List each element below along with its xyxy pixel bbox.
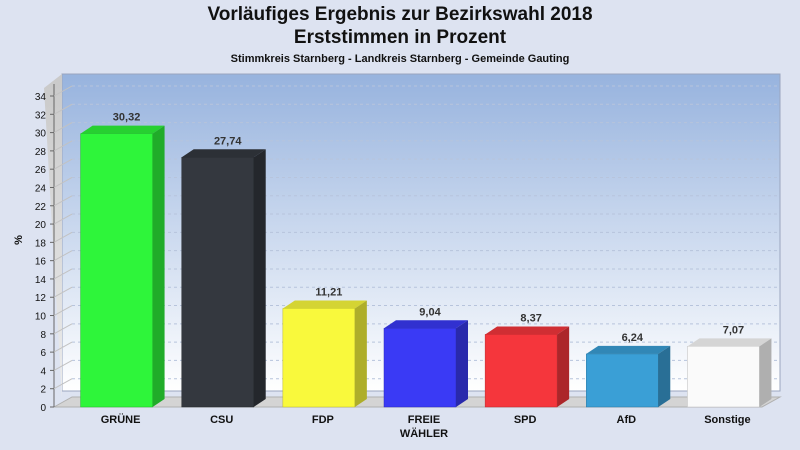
chart-titles: Vorläufiges Ergebnis zur Bezirkswahl 201… [0, 0, 800, 67]
y-tick-label: 18 [35, 238, 47, 249]
bar-front [484, 334, 558, 408]
bar-side [557, 326, 570, 407]
grid-line-wall [53, 103, 73, 115]
bar-6 [687, 338, 772, 408]
category-label: FDP [312, 414, 334, 426]
grid-line-wall [53, 195, 73, 207]
y-tick-label: 2 [40, 385, 46, 396]
bar-front [383, 328, 457, 408]
y-tick-label: 8 [40, 330, 46, 341]
y-tick-label: 22 [35, 202, 47, 213]
grid-line-wall [53, 140, 73, 152]
bar-side [759, 338, 772, 407]
y-tick-label: 14 [35, 275, 47, 286]
chart-subtitle: Erststimmen in Prozent [293, 27, 507, 48]
y-tick-label: 30 [35, 129, 47, 140]
bar-side [658, 345, 671, 407]
value-label: 9,04 [419, 306, 441, 318]
category-label: SPD [514, 414, 537, 426]
bar-front [687, 346, 760, 408]
value-label: 6,24 [622, 332, 644, 344]
grid-line-wall [53, 323, 73, 335]
y-tick-label: 32 [35, 110, 47, 121]
bar-side [354, 300, 367, 407]
chart-subtitle-2: Stimmkreis Starnberg - Landkreis Starnbe… [230, 53, 570, 65]
y-tick-label: 10 [35, 312, 47, 323]
y-tick-label: 26 [35, 165, 47, 176]
bar-side [253, 149, 266, 407]
bar-top [586, 345, 671, 354]
bar-0 [80, 125, 165, 408]
category-label: CSU [210, 414, 233, 426]
y-tick-label: 20 [35, 220, 47, 231]
y-tick-label: 0 [40, 403, 46, 414]
bar-front [282, 308, 356, 408]
bar-front [181, 157, 254, 408]
y-tick-label: 28 [35, 147, 47, 158]
bar-1 [181, 149, 266, 408]
grid-line-wall [53, 213, 73, 225]
grid-line-wall [53, 341, 73, 353]
grid-line-wall [53, 231, 73, 243]
bar-top [282, 300, 367, 309]
y-tick-label: 4 [40, 366, 46, 377]
y-tick-label: 34 [35, 92, 47, 103]
value-label: 30,32 [113, 112, 141, 124]
value-label: 11,21 [315, 286, 342, 298]
category-label: Sonstige [704, 414, 750, 426]
chart-title: Vorläufiges Ergebnis zur Bezirkswahl 201… [207, 4, 593, 25]
bar-side [456, 320, 468, 407]
bar-4 [484, 326, 570, 408]
grid-line-wall [53, 286, 73, 298]
grid-line-wall [53, 158, 73, 170]
y-tick-label: 16 [35, 257, 47, 268]
y-tick-label: 6 [40, 348, 46, 359]
bar-top [485, 326, 570, 335]
grid-line-wall [53, 85, 73, 97]
category-label: AfD [617, 414, 637, 426]
bar-2 [282, 300, 367, 408]
bar-front [80, 133, 153, 408]
value-label: 8,37 [520, 312, 541, 324]
grid-line-wall [53, 250, 73, 262]
bar-top [384, 320, 468, 329]
bar-top [687, 338, 772, 347]
bar-3 [383, 320, 468, 408]
value-label: 7,07 [723, 324, 744, 336]
grid-line-wall [53, 378, 73, 390]
y-tick-label: 24 [35, 183, 47, 194]
grid-line-wall [53, 268, 73, 280]
grid-line-wall [53, 305, 73, 316]
y-tick-label: 12 [35, 293, 47, 304]
category-label: WÄHLER [400, 427, 448, 440]
grid-line-wall [53, 177, 73, 188]
bar-front [586, 353, 659, 408]
category-label: GRÜNE [101, 413, 141, 426]
grid-line-wall [53, 359, 73, 371]
bar-side [152, 125, 165, 407]
bar-top [80, 125, 165, 134]
bar-top [181, 149, 266, 158]
y-axis-label: % [13, 235, 25, 245]
grid-line-wall [53, 122, 73, 134]
category-label: FREIE [408, 414, 440, 426]
plot-left-wall [44, 74, 62, 399]
bar-5 [586, 345, 671, 408]
value-label: 27,74 [214, 135, 242, 147]
